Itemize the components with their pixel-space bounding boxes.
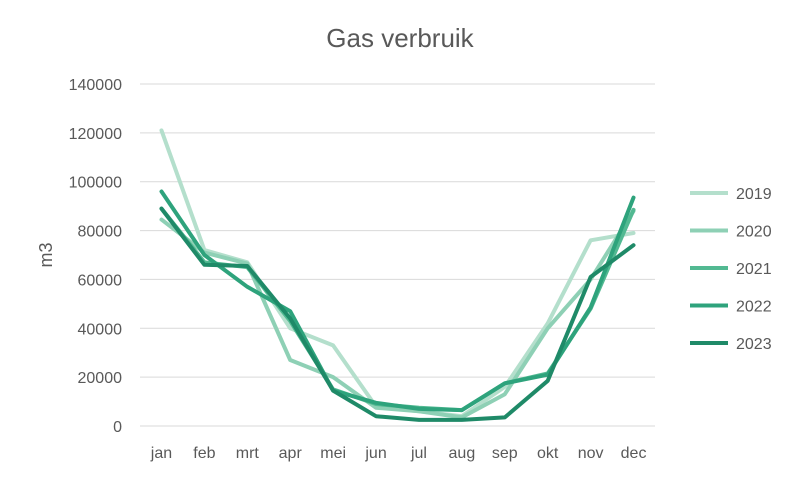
y-tick-label: 140000 [69, 77, 122, 94]
legend-label-2019: 2019 [736, 186, 772, 203]
x-tick-label: dec [621, 445, 647, 462]
x-tick-label: feb [193, 445, 215, 462]
y-tick-label: 40000 [78, 321, 123, 338]
x-tick-label: nov [578, 445, 604, 462]
x-tick-labels: jan feb mrt apr mei jun jul aug sep okt nov dec [150, 445, 647, 462]
series-lines [159, 128, 636, 422]
y-tick-label: 0 [113, 419, 122, 436]
y-tick-label: 20000 [78, 370, 123, 387]
legend: 2019 2020 2021 2022 2023 [690, 186, 772, 353]
y-tick-label: 80000 [78, 224, 123, 241]
series-line-2020 [159, 209, 636, 420]
x-tick-label: jan [150, 445, 172, 462]
y-axis-label: m3 [36, 242, 56, 267]
x-tick-label: okt [537, 445, 559, 462]
legend-label-2021: 2021 [736, 261, 772, 278]
series-line-2023 [159, 206, 636, 422]
legend-label-2023: 2023 [736, 336, 772, 353]
x-tick-label: sep [492, 445, 518, 462]
legend-label-2020: 2020 [736, 224, 772, 241]
x-tick-label: mrt [236, 445, 260, 462]
y-tick-label: 60000 [78, 272, 123, 289]
x-tick-label: mei [320, 445, 346, 462]
y-tick-labels: 0 20000 40000 60000 80000 100000 120000 140000 [69, 77, 122, 436]
x-tick-label: jul [410, 445, 427, 462]
chart-title: Gas verbruik [326, 23, 474, 53]
x-tick-label: jun [364, 445, 386, 462]
x-tick-label: apr [279, 445, 303, 462]
x-tick-label: aug [449, 445, 476, 462]
y-tick-label: 100000 [69, 175, 122, 192]
y-tick-label: 120000 [69, 126, 122, 143]
legend-label-2022: 2022 [736, 299, 772, 316]
gridlines [140, 83, 655, 427]
